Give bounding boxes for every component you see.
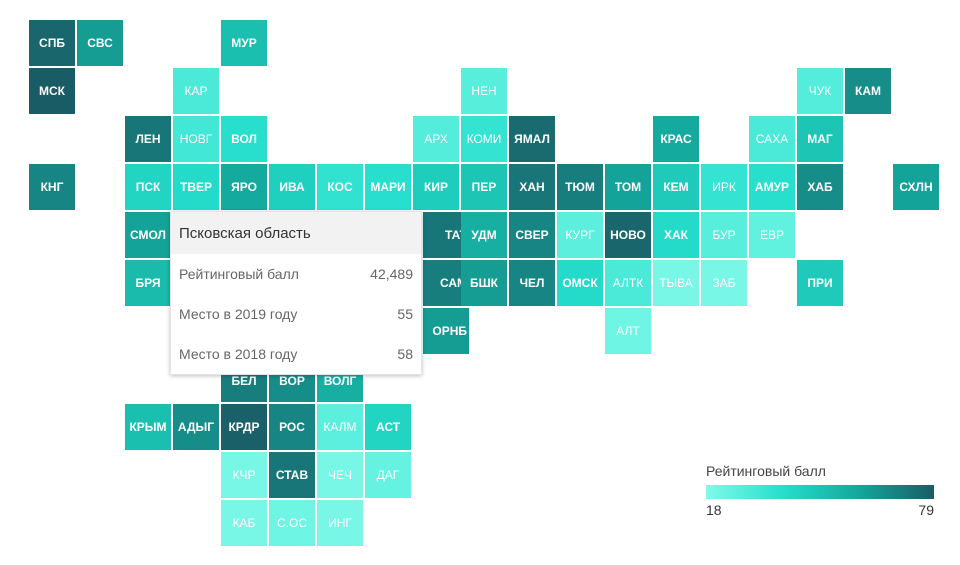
region-tile-66[interactable]: ДАГ [365, 452, 411, 498]
region-tile-51[interactable]: ПРИ [797, 260, 843, 306]
region-tile-46[interactable]: ЧЕЛ [509, 260, 555, 306]
region-tile-16[interactable]: МАГ [797, 116, 843, 162]
region-tile-14[interactable]: КРАС [653, 116, 699, 162]
region-tile-33[interactable]: СХЛН [893, 164, 939, 210]
region-tile-37[interactable]: СВЕР [509, 212, 555, 258]
region-tile-58[interactable]: АДЫГ [173, 404, 219, 450]
region-tile-36[interactable]: УДМ [461, 212, 507, 258]
region-tile-31[interactable]: АМУР [749, 164, 795, 210]
region-tile-34[interactable]: СМОЛ [125, 212, 171, 258]
region-tooltip: Псковская область Рейтинговый балл 42,48… [170, 211, 422, 375]
region-tile-26[interactable]: ХАН [509, 164, 555, 210]
region-tile-49[interactable]: ТЫВА [653, 260, 699, 306]
region-tile-0[interactable]: СПБ [29, 20, 75, 66]
region-tile-61[interactable]: КАЛМ [317, 404, 363, 450]
color-legend: Рейтинговый балл 18 79 [706, 463, 934, 518]
region-tile-59[interactable]: КРДР [221, 404, 267, 450]
region-tile-40[interactable]: ХАК [653, 212, 699, 258]
region-tile-19[interactable]: ТВЕР [173, 164, 219, 210]
region-tile-41[interactable]: БУР [701, 212, 747, 258]
region-tile-48[interactable]: АЛТК [605, 260, 651, 306]
tooltip-score-value: 42,489 [370, 266, 413, 282]
tooltip-title: Псковская область [171, 212, 421, 254]
region-tile-11[interactable]: АРХ [413, 116, 459, 162]
region-tile-63[interactable]: КЧР [221, 452, 267, 498]
region-tile-21[interactable]: ИВА [269, 164, 315, 210]
legend-title: Рейтинговый балл [706, 463, 826, 479]
tooltip-rank-2019-label: Место в 2019 году [179, 306, 298, 322]
region-tile-8[interactable]: ЛЕН [125, 116, 171, 162]
region-tile-69[interactable]: ИНГ [317, 500, 363, 546]
region-tile-17[interactable]: КНГ [29, 164, 75, 210]
region-tile-39[interactable]: НОВО [605, 212, 651, 258]
region-tile-2[interactable]: МУР [221, 20, 267, 66]
region-tile-30[interactable]: ИРК [701, 164, 747, 210]
region-tile-27[interactable]: ТЮМ [557, 164, 603, 210]
legend-ticks: 18 79 [706, 502, 934, 518]
region-tile-5[interactable]: НЕН [461, 68, 507, 114]
region-tile-45[interactable]: БШК [461, 260, 507, 306]
region-tile-29[interactable]: КЕМ [653, 164, 699, 210]
region-tile-43[interactable]: БРЯ [125, 260, 171, 306]
region-tile-12[interactable]: КОМИ [461, 116, 507, 162]
region-tile-18[interactable]: ПСК [125, 164, 171, 210]
region-tile-65[interactable]: ЧЕЧ [317, 452, 363, 498]
tooltip-row-rank-2019: Место в 2019 году 55 [171, 294, 421, 334]
legend-min-label: 18 [706, 502, 722, 518]
region-tile-10[interactable]: ВОЛ [221, 116, 267, 162]
legend-gradient-bar [706, 485, 934, 499]
region-tile-9[interactable]: НОВГ [173, 116, 219, 162]
region-tile-68[interactable]: С.ОС [269, 500, 315, 546]
region-tile-32[interactable]: ХАБ [797, 164, 843, 210]
region-tile-64[interactable]: СТАВ [269, 452, 315, 498]
region-tile-67[interactable]: КАБ [221, 500, 267, 546]
tooltip-score-label: Рейтинговый балл [179, 266, 299, 282]
tooltip-rank-2018-label: Место в 2018 году [179, 346, 298, 362]
tooltip-row-rank-2018: Место в 2018 году 58 [171, 334, 421, 374]
legend-max-label: 79 [918, 502, 934, 518]
region-tile-22[interactable]: КОС [317, 164, 363, 210]
region-tile-15[interactable]: САХА [749, 116, 795, 162]
region-tile-13[interactable]: ЯМАЛ [509, 116, 555, 162]
tooltip-rank-2019-value: 55 [397, 306, 413, 322]
region-tile-28[interactable]: ТОМ [605, 164, 651, 210]
tooltip-rank-2018-value: 58 [397, 346, 413, 362]
region-tile-6[interactable]: ЧУК [797, 68, 843, 114]
region-tile-20[interactable]: ЯРО [221, 164, 267, 210]
region-tile-47[interactable]: ОМСК [557, 260, 603, 306]
region-tile-23[interactable]: МАРИ [365, 164, 411, 210]
region-tile-4[interactable]: КАР [173, 68, 219, 114]
region-tile-53[interactable]: АЛТ [605, 308, 651, 354]
region-tile-38[interactable]: КУРГ [557, 212, 603, 258]
region-tile-60[interactable]: РОС [269, 404, 315, 450]
tooltip-row-score: Рейтинговый балл 42,489 [171, 254, 421, 294]
region-tile-7[interactable]: КАМ [845, 68, 891, 114]
region-tile-57[interactable]: КРЫМ [125, 404, 171, 450]
region-tile-50[interactable]: ЗАБ [701, 260, 747, 306]
region-tile-1[interactable]: СВС [77, 20, 123, 66]
region-tile-25[interactable]: ПЕР [461, 164, 507, 210]
region-tile-24[interactable]: КИР [413, 164, 459, 210]
region-tile-52[interactable]: ОРНБ [423, 308, 469, 354]
region-tile-42[interactable]: ЕВР [749, 212, 795, 258]
region-tile-3[interactable]: МСК [29, 68, 75, 114]
region-tile-62[interactable]: АСТ [365, 404, 411, 450]
